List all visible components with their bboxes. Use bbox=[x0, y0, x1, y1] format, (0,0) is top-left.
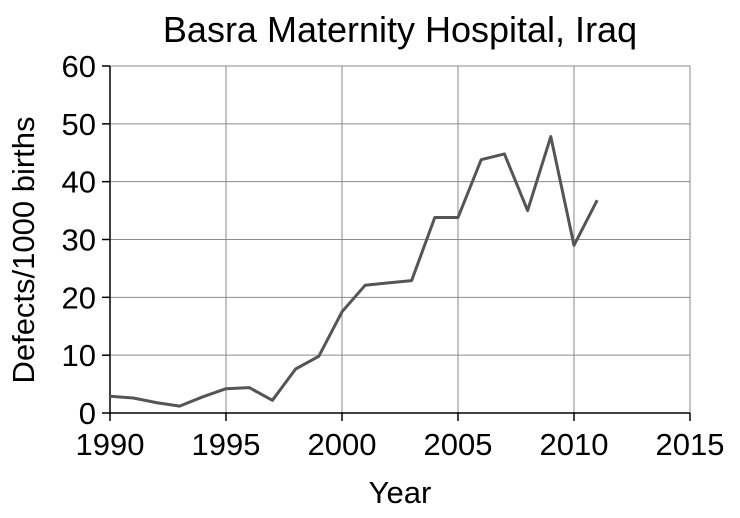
y-tick-label: 50 bbox=[62, 107, 96, 142]
chart-title: Basra Maternity Hospital, Iraq bbox=[163, 9, 637, 50]
x-tick-label: 2010 bbox=[540, 427, 609, 462]
grid bbox=[109, 65, 691, 414]
y-tick-label: 30 bbox=[62, 223, 96, 258]
x-tick-label: 1990 bbox=[76, 427, 145, 462]
y-tick-label: 0 bbox=[79, 396, 96, 431]
x-tick-label: 2000 bbox=[308, 427, 377, 462]
x-tick-label: 2015 bbox=[656, 427, 725, 462]
y-tick-label: 60 bbox=[62, 49, 96, 84]
y-tick-label: 10 bbox=[62, 338, 96, 373]
series bbox=[109, 135, 599, 408]
tick-labels: 1990 1995 2000 2005 2010 2015 0 10 20 30 40 50 60 bbox=[62, 49, 725, 462]
series-line bbox=[109, 135, 599, 408]
y-tick-label: 20 bbox=[62, 280, 96, 315]
y-tick-label: 40 bbox=[62, 165, 96, 200]
x-axis-label: Year bbox=[369, 475, 432, 510]
x-tick-label: 2005 bbox=[424, 427, 493, 462]
y-axis-label: Defects/1000 births bbox=[6, 116, 41, 383]
x-tick-label: 1995 bbox=[192, 427, 261, 462]
axes bbox=[102, 65, 691, 421]
